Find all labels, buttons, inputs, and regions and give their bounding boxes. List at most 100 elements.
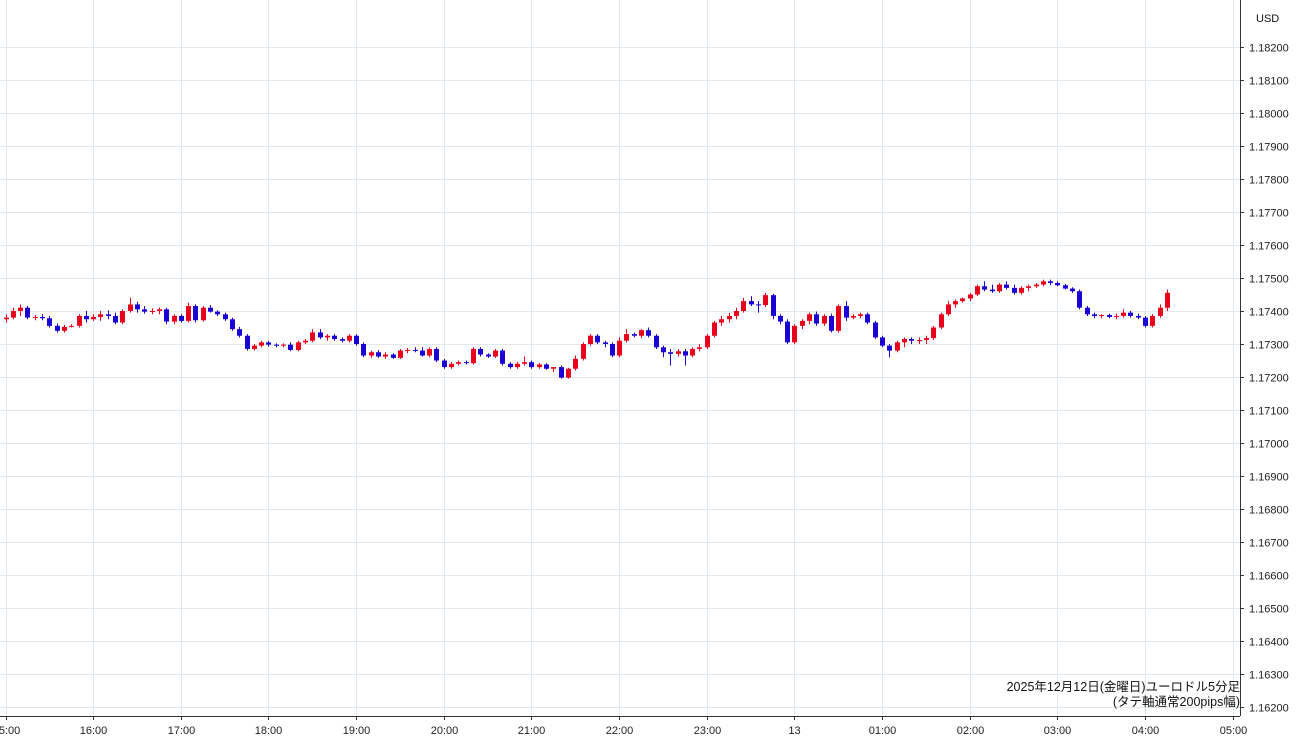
candle-body [398, 350, 403, 358]
price-tick-label: 1.17800 [1249, 175, 1289, 187]
candle-body [807, 314, 812, 321]
candle [785, 319, 790, 344]
candle [603, 340, 608, 348]
candle-body [259, 342, 264, 346]
candle [325, 334, 330, 341]
candle-body [661, 347, 666, 353]
price-tick-label: 1.18000 [1249, 109, 1289, 121]
candle [135, 301, 140, 313]
candle-body [1136, 315, 1141, 318]
candle [434, 347, 439, 363]
candle [25, 306, 30, 320]
candle [47, 315, 52, 328]
candle-body [960, 298, 965, 302]
price-tick-label: 1.17400 [1249, 307, 1289, 319]
candle-body [128, 304, 133, 311]
candle [106, 310, 111, 320]
price-tick-label: 1.16800 [1249, 505, 1289, 517]
candle-body [135, 304, 140, 310]
candle-body [413, 349, 418, 351]
candle-body [186, 306, 191, 321]
candle-body [529, 362, 534, 368]
candle-body [997, 284, 1002, 292]
candle [1055, 281, 1060, 287]
candle [508, 362, 513, 369]
price-tick-label: 1.17300 [1249, 340, 1289, 352]
candle [829, 313, 834, 333]
candle-body [968, 294, 973, 299]
candle [142, 306, 147, 314]
candle [11, 307, 16, 320]
candle-body [478, 348, 483, 355]
candle-body [464, 362, 469, 364]
candle [361, 342, 366, 358]
candle [281, 343, 286, 348]
candle-body [179, 315, 184, 321]
candle-body [917, 340, 922, 342]
candle-body [98, 314, 103, 317]
candle-body [1107, 314, 1112, 317]
candle-body [712, 322, 717, 336]
candle-body [508, 363, 513, 368]
candle [230, 317, 235, 331]
candle [266, 340, 271, 347]
time-tick-label: 19:00 [343, 725, 371, 737]
candle-body [1150, 315, 1155, 326]
candle [588, 334, 593, 346]
candle-body [1048, 281, 1053, 283]
candle-body [610, 344, 615, 356]
candle-body [734, 311, 739, 316]
candle-body [1092, 314, 1097, 316]
candle-body [1026, 286, 1031, 288]
time-axis: 15:00 16:00 17:00 18:00 19:00 20:00 21:00 22:00… [0, 716, 1247, 737]
candle [172, 314, 177, 325]
candle-body [588, 335, 593, 344]
candle-body [456, 362, 461, 364]
candle-body [544, 364, 549, 369]
candle-body [705, 335, 710, 348]
candle [1107, 313, 1112, 319]
candle [1026, 284, 1031, 292]
candle-body [1158, 307, 1163, 316]
candle [128, 297, 133, 313]
candle-body [303, 340, 308, 343]
candle-body [778, 315, 783, 322]
candle-body [471, 348, 476, 364]
candle [347, 334, 352, 343]
candle-body [164, 309, 169, 322]
time-tick-label: 01:00 [869, 725, 897, 737]
candle [939, 312, 944, 330]
candle [719, 315, 724, 326]
candle [62, 324, 67, 333]
candle-body [391, 354, 396, 358]
candle [771, 293, 776, 320]
candle [471, 347, 476, 365]
candle-body [310, 332, 315, 341]
candle [953, 299, 958, 308]
candle [391, 353, 396, 359]
candle [661, 345, 666, 358]
candle-body [595, 335, 600, 343]
candle-body [566, 368, 571, 378]
candle [1041, 279, 1046, 287]
candle [902, 337, 907, 348]
candle [931, 325, 936, 341]
price-axis: 1.18200 1.18100 1.18000 1.17900 1.17800 1.177… [1240, 43, 1289, 715]
candle [946, 301, 951, 316]
time-tick-label: 18:00 [255, 725, 283, 737]
candle [1012, 284, 1017, 295]
candle-body [690, 348, 695, 356]
candle-body [25, 307, 30, 318]
time-tick-label: 15:00 [0, 725, 20, 737]
candle [683, 348, 688, 366]
candle-body [800, 320, 805, 326]
candle-body [69, 325, 74, 327]
candle [55, 323, 60, 333]
candle [763, 292, 768, 308]
candle [1063, 283, 1068, 290]
candle [1048, 279, 1053, 286]
candle-body [522, 362, 527, 364]
candle-body [1128, 312, 1133, 316]
candle-body [865, 314, 870, 323]
